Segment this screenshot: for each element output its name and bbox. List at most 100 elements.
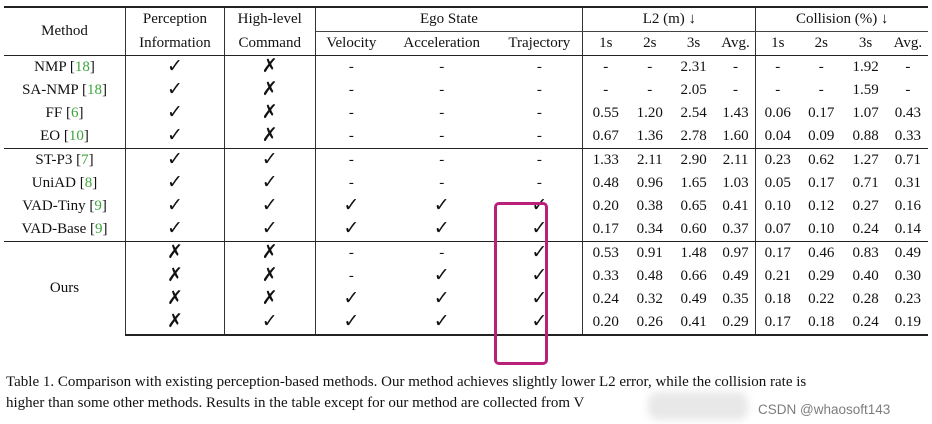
command-cell-mark: ✗ xyxy=(261,79,278,100)
perception-cell: ✗ xyxy=(125,311,225,336)
l2-value-cell: 0.41 xyxy=(715,195,757,218)
collision-value-cell: 0.33 xyxy=(887,125,928,149)
collision-value-cell: 0.31 xyxy=(894,175,921,191)
trajectory-cell: - xyxy=(496,79,584,102)
l2-value-cell: 1.60 xyxy=(715,125,757,149)
citation-ref[interactable]: 18 xyxy=(86,82,102,98)
velocity-cell-mark: ✓ xyxy=(343,288,360,309)
perception-cell-mark: ✓ xyxy=(167,125,183,146)
perception-cell: ✗ xyxy=(125,265,225,288)
citation-ref[interactable]: 8 xyxy=(84,175,93,191)
command-cell: ✗ xyxy=(224,265,316,288)
trajectory-header: Trajectory xyxy=(496,31,584,56)
velocity-cell: ✓ xyxy=(315,288,387,311)
acceleration-cell-mark: ✓ xyxy=(433,218,450,239)
col-avg-header: Avg. xyxy=(887,31,928,56)
command-cell-mark: ✗ xyxy=(261,56,278,77)
l2-value-cell: 1.43 xyxy=(715,102,757,125)
collision-value-cell: 0.46 xyxy=(808,245,835,261)
l2-value-cell: 0.97 xyxy=(715,241,757,265)
method-cell: NMP [18] xyxy=(4,55,127,79)
l2-value-cell: 2.05 xyxy=(680,82,707,98)
baseline-group-1: NMP [18] ✓ ✗ - - - - -2.31- - -1.92- SA-NMP [18] ✓ ✗… xyxy=(4,55,928,149)
command-cell: ✓ xyxy=(224,148,316,172)
perception-cell-mark: ✓ xyxy=(167,56,183,77)
collision-value-cell: 0.09 xyxy=(799,125,844,149)
citation-ref[interactable]: 9 xyxy=(94,198,102,214)
command-cell: ✗ xyxy=(224,125,316,149)
l2-value-cell: 0.49 xyxy=(680,291,707,307)
collision-value-cell: - xyxy=(775,59,781,75)
col-1s-header: 1s xyxy=(755,31,800,56)
command-cell: ✓ xyxy=(224,172,316,195)
velocity-cell: - xyxy=(348,245,354,261)
collision-value-cell: 0.05 xyxy=(764,175,791,191)
l2-value-cell: 0.32 xyxy=(636,291,663,307)
trajectory-cell: - xyxy=(496,55,584,79)
trajectory-cell: - xyxy=(496,125,584,149)
caption-line-1: Table 1. Comparison with existing percep… xyxy=(6,374,807,390)
method-name: EO xyxy=(40,128,61,144)
collision-value-cell: 0.40 xyxy=(852,268,879,284)
citation-ref[interactable]: 10 xyxy=(68,128,84,144)
command-header-line2: Command xyxy=(224,31,316,56)
ref-bracket-close: ] xyxy=(101,82,107,98)
citation-ref[interactable]: 6 xyxy=(70,105,79,121)
acceleration-cell: ✓ xyxy=(387,195,496,218)
velocity-cell: - xyxy=(348,82,354,98)
acceleration-cell: - xyxy=(439,152,445,168)
method-cell: UniAD [8] xyxy=(4,172,127,195)
trajectory-cell-mark: ✓ xyxy=(531,195,548,216)
collision-value-cell: 0.18 xyxy=(764,291,791,307)
citation-ref[interactable]: 7 xyxy=(81,152,89,168)
table-row: ST-P3 [7] ✓ ✓ - - -1.33 2.11 2.90 2.11 0.23 0.62 1.… xyxy=(4,148,928,172)
trajectory-cell-mark: ✓ xyxy=(531,265,548,286)
table-row: VAD-Tiny [9] ✓ ✓ ✓ ✓ ✓ 0.20 0.38 0.65 0.41 0.10 0.1… xyxy=(4,195,928,218)
command-cell: ✗ xyxy=(224,241,316,265)
collision-value-cell: 0.30 xyxy=(894,268,921,284)
perception-cell: ✗ xyxy=(125,288,225,311)
velocity-cell-mark: ✓ xyxy=(343,195,360,216)
command-cell: ✗ xyxy=(224,55,316,79)
collision-value-cell: 0.21 xyxy=(764,268,791,284)
collision-value-cell: 0.29 xyxy=(808,268,835,284)
collision-value-cell: 0.07 xyxy=(755,218,800,242)
l2-value-cell: 0.67 xyxy=(582,125,629,149)
acceleration-cell: ✓ xyxy=(387,265,496,288)
acceleration-cell: ✓ xyxy=(387,311,497,336)
l2-value-cell: 0.34 xyxy=(628,218,672,242)
table-row: NMP [18] ✓ ✗ - - - - -2.31- - -1.92- xyxy=(4,55,928,79)
ref-bracket-close: ] xyxy=(102,221,108,237)
ref-bracket-open: [ xyxy=(60,128,69,144)
l2-value-cell: 2.78 xyxy=(671,125,716,149)
command-header-line1: High-level xyxy=(224,6,316,32)
trajectory-cell: - xyxy=(496,172,584,195)
baseline-group-2: ST-P3 [7] ✓ ✓ - - -1.33 2.11 2.90 2.11 0.23 0.62 1.… xyxy=(4,148,928,242)
citation-ref[interactable]: 18 xyxy=(74,59,90,75)
method-cell: ST-P3 [7] xyxy=(4,148,127,172)
table-row: VAD-Base [9] ✓ ✓ ✓ ✓ ✓ 0.17 0.34 0.60 0.37 0.07 0.1… xyxy=(4,218,928,242)
l2-value-cell: 0.38 xyxy=(636,198,663,214)
method-name: ST-P3 xyxy=(35,152,73,168)
velocity-cell: ✓ xyxy=(315,195,387,218)
citation-ref[interactable]: 9 xyxy=(95,221,103,237)
l2-value-cell: - xyxy=(647,59,653,75)
command-cell-mark: ✗ xyxy=(261,265,278,286)
command-cell-mark: ✓ xyxy=(261,172,278,193)
l2-value-cell: 0.49 xyxy=(715,265,757,288)
velocity-cell: - xyxy=(348,105,354,121)
collision-value-cell: 0.24 xyxy=(843,311,888,336)
col-3s-header: 3s xyxy=(843,31,888,56)
collision-value-cell: 0.10 xyxy=(799,218,844,242)
collision-value-cell: 0.71 xyxy=(852,175,879,191)
command-cell: ✓ xyxy=(224,195,316,218)
perception-cell-mark: ✓ xyxy=(167,149,183,170)
trajectory-cell: ✓ xyxy=(496,311,584,336)
perception-cell-mark: ✗ xyxy=(167,265,183,286)
perception-cell: ✓ xyxy=(125,172,225,195)
l2-value-cell: 0.48 xyxy=(636,268,663,284)
command-cell-mark: ✗ xyxy=(261,102,278,123)
caption-line-2: higher than some other methods. Results … xyxy=(6,395,585,411)
velocity-cell-mark: ✓ xyxy=(343,218,360,239)
ref-bracket-open: [ xyxy=(66,59,75,75)
